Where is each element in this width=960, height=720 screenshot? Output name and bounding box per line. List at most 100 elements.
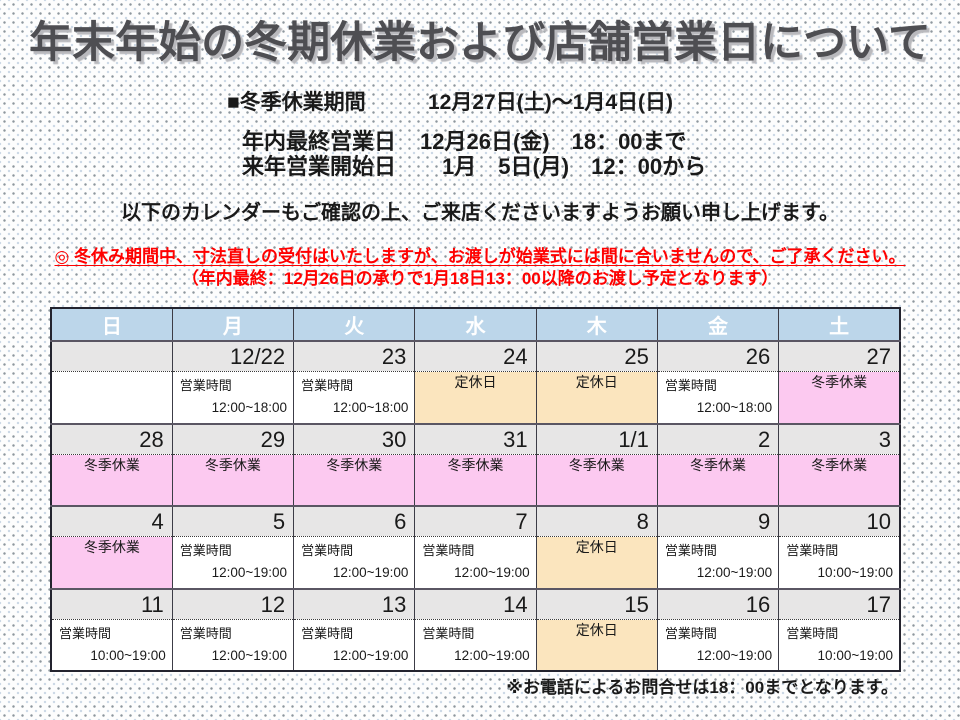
hours-time: 12:00~19:00 [696,565,773,580]
date-cell: 14 [414,587,537,620]
hours-label: 営業時間 [422,625,475,641]
date-cell: 9 [656,505,780,537]
date-cell: 27 [778,340,901,372]
hours-label: 営業時間 [179,378,232,393]
hours-time: 12:00~19:00 [696,647,773,663]
winter-holiday-cell: 冬季休業 [778,454,901,506]
business-hours-cell: 営業時間 12:00~19:00 [414,536,537,589]
business-hours-cell: 営業時間 12:00~18:00 [171,371,295,424]
weekday-header: 日 [50,308,173,342]
date-cell: 12 [171,587,295,620]
date-cell [50,340,173,372]
phone-contact-note: ※お電話によるお問合せは18：00までとなります。 [506,678,898,697]
business-calendar-table: 日月火水木金土 12/22 23 24 25 26 27 営業時間 12:00~18:00 営業… [50,307,901,672]
date-row: 12/22 23 24 25 26 27 [50,340,901,372]
date-cell: 6 [293,505,416,537]
business-hours-cell: 営業時間 10:00~19:00 [50,619,173,671]
resume-day-value: 1月 5日(月) 12：00から [420,154,707,179]
hours-row: 営業時間 10:00~19:00 営業時間 12:00~19:00 営業時間 12:00~… [50,619,901,671]
hours-label: 営業時間 [422,543,475,558]
date-cell: 16 [656,587,780,620]
date-cell: 15 [535,587,658,620]
hours-label: 営業時間 [301,378,354,393]
resume-day-row: 来年営業開始日 1月 5日(月) 12：00から [242,154,706,179]
date-row: 4 5 6 7 8 9 10 [50,505,901,537]
date-cell: 11 [50,587,173,620]
alteration-warning-line1: ◎ 冬休み期間中、寸法直しの受付はいたしますが、お渡しが始業式には間に合いません… [54,247,906,266]
weekday-header: 金 [656,308,780,342]
weekday-header: 木 [535,308,658,342]
alteration-warning-line2: （年内最終：12月26日の承りで1月18日13：00以降のお渡し予定となります） [181,269,779,288]
business-hours-cell: 営業時間 10:00~19:00 [778,619,901,671]
winter-holiday-cell: 冬季休業 [535,454,658,506]
hours-row: 営業時間 12:00~18:00 営業時間 12:00~18:00 定休日 定休日 営業時間… [50,371,901,424]
date-cell: 3 [778,422,901,455]
hours-time: 12:00~19:00 [211,647,288,663]
holiday-period-label: ■冬季休業期間 [227,91,366,114]
hours-label: 営業時間 [664,543,717,558]
weekday-header: 土 [778,308,901,342]
business-hours-cell: 営業時間 12:00~19:00 [656,619,780,671]
hours-label: 営業時間 [301,543,354,558]
regular-holiday-cell: 定休日 [535,536,658,589]
page-title: 年末年始の冬期休業および店舗営業日について [29,19,931,67]
date-cell: 12/22 [171,340,295,372]
date-cell: 5 [171,505,295,537]
hours-time: 10:00~19:00 [817,565,893,580]
weekday-header-row: 日月火水木金土 [50,308,901,342]
date-cell: 23 [293,340,416,372]
regular-holiday-cell: 定休日 [535,371,658,424]
date-cell: 1/1 [535,422,658,455]
weekday-header: 水 [414,308,537,342]
hours-label: 営業時間 [59,625,112,641]
date-cell: 24 [414,340,537,372]
hours-time: 12:00~18:00 [211,400,288,415]
winter-holiday-cell: 冬季休業 [778,371,901,424]
last-business-day-row: 年内最終営業日 12月26日(金) 18：00まで [242,129,706,154]
winter-holiday-cell: 冬季休業 [656,454,780,506]
hours-row: 冬季休業 営業時間 12:00~19:00 営業時間 12:00~19:00 営業時間 12… [50,536,901,589]
winter-holiday-cell: 冬季休業 [171,454,295,506]
date-cell: 25 [535,340,658,372]
hours-time: 10:00~19:00 [817,647,893,663]
regular-holiday-cell: 定休日 [535,619,658,671]
hours-time: 10:00~19:00 [90,647,166,663]
hours-time: 12:00~19:00 [211,565,288,580]
hours-label: 営業時間 [664,378,717,393]
date-cell: 17 [778,587,901,620]
date-cell: 7 [414,505,537,537]
last-business-day-label: 年内最終営業日 [242,129,397,154]
date-cell: 13 [293,587,416,620]
date-cell: 8 [535,505,658,537]
business-hours-cell: 営業時間 12:00~19:00 [656,536,780,589]
holiday-period-value: 12月27日(土)～1月4日(日) [428,91,674,114]
date-cell: 4 [50,505,173,537]
hours-time: 12:00~19:00 [332,565,409,580]
business-hours-cell: 営業時間 12:00~19:00 [293,536,416,589]
hours-time: 12:00~18:00 [696,400,773,415]
winter-holiday-cell: 冬季休業 [293,454,416,506]
date-cell: 30 [293,422,416,455]
business-hours-cell: 営業時間 12:00~19:00 [414,619,537,671]
resume-day-label: 来年営業開始日 [242,154,397,179]
blank-cell [50,371,173,424]
hours-time: 12:00~19:00 [454,565,530,580]
hours-label: 営業時間 [664,625,717,641]
hours-row: 冬季休業 冬季休業 冬季休業 冬季休業 冬季休業 冬季休業 冬季休業 [50,454,901,506]
last-business-day-value: 12月26日(金) 18：00まで [420,129,687,154]
hours-label: 営業時間 [786,543,839,558]
business-days-block: 年内最終営業日 12月26日(金) 18：00まで 来年営業開始日 1月 5日(月… [242,129,706,179]
date-cell: 10 [778,505,901,537]
winter-holiday-cell: 冬季休業 [50,536,173,589]
calendar-confirm-note: 以下のカレンダーもご確認の上、ご来店くださいますようお願い申し上げます。 [121,202,839,224]
date-cell: 29 [171,422,295,455]
hours-time: 12:00~18:00 [332,400,409,415]
business-hours-cell: 営業時間 10:00~19:00 [778,536,901,589]
date-cell: 31 [414,422,537,455]
hours-label: 営業時間 [301,625,354,641]
date-cell: 26 [656,340,780,372]
hours-label: 営業時間 [179,543,232,558]
hours-time: 12:00~19:00 [332,647,409,663]
weekday-header: 火 [293,308,416,342]
